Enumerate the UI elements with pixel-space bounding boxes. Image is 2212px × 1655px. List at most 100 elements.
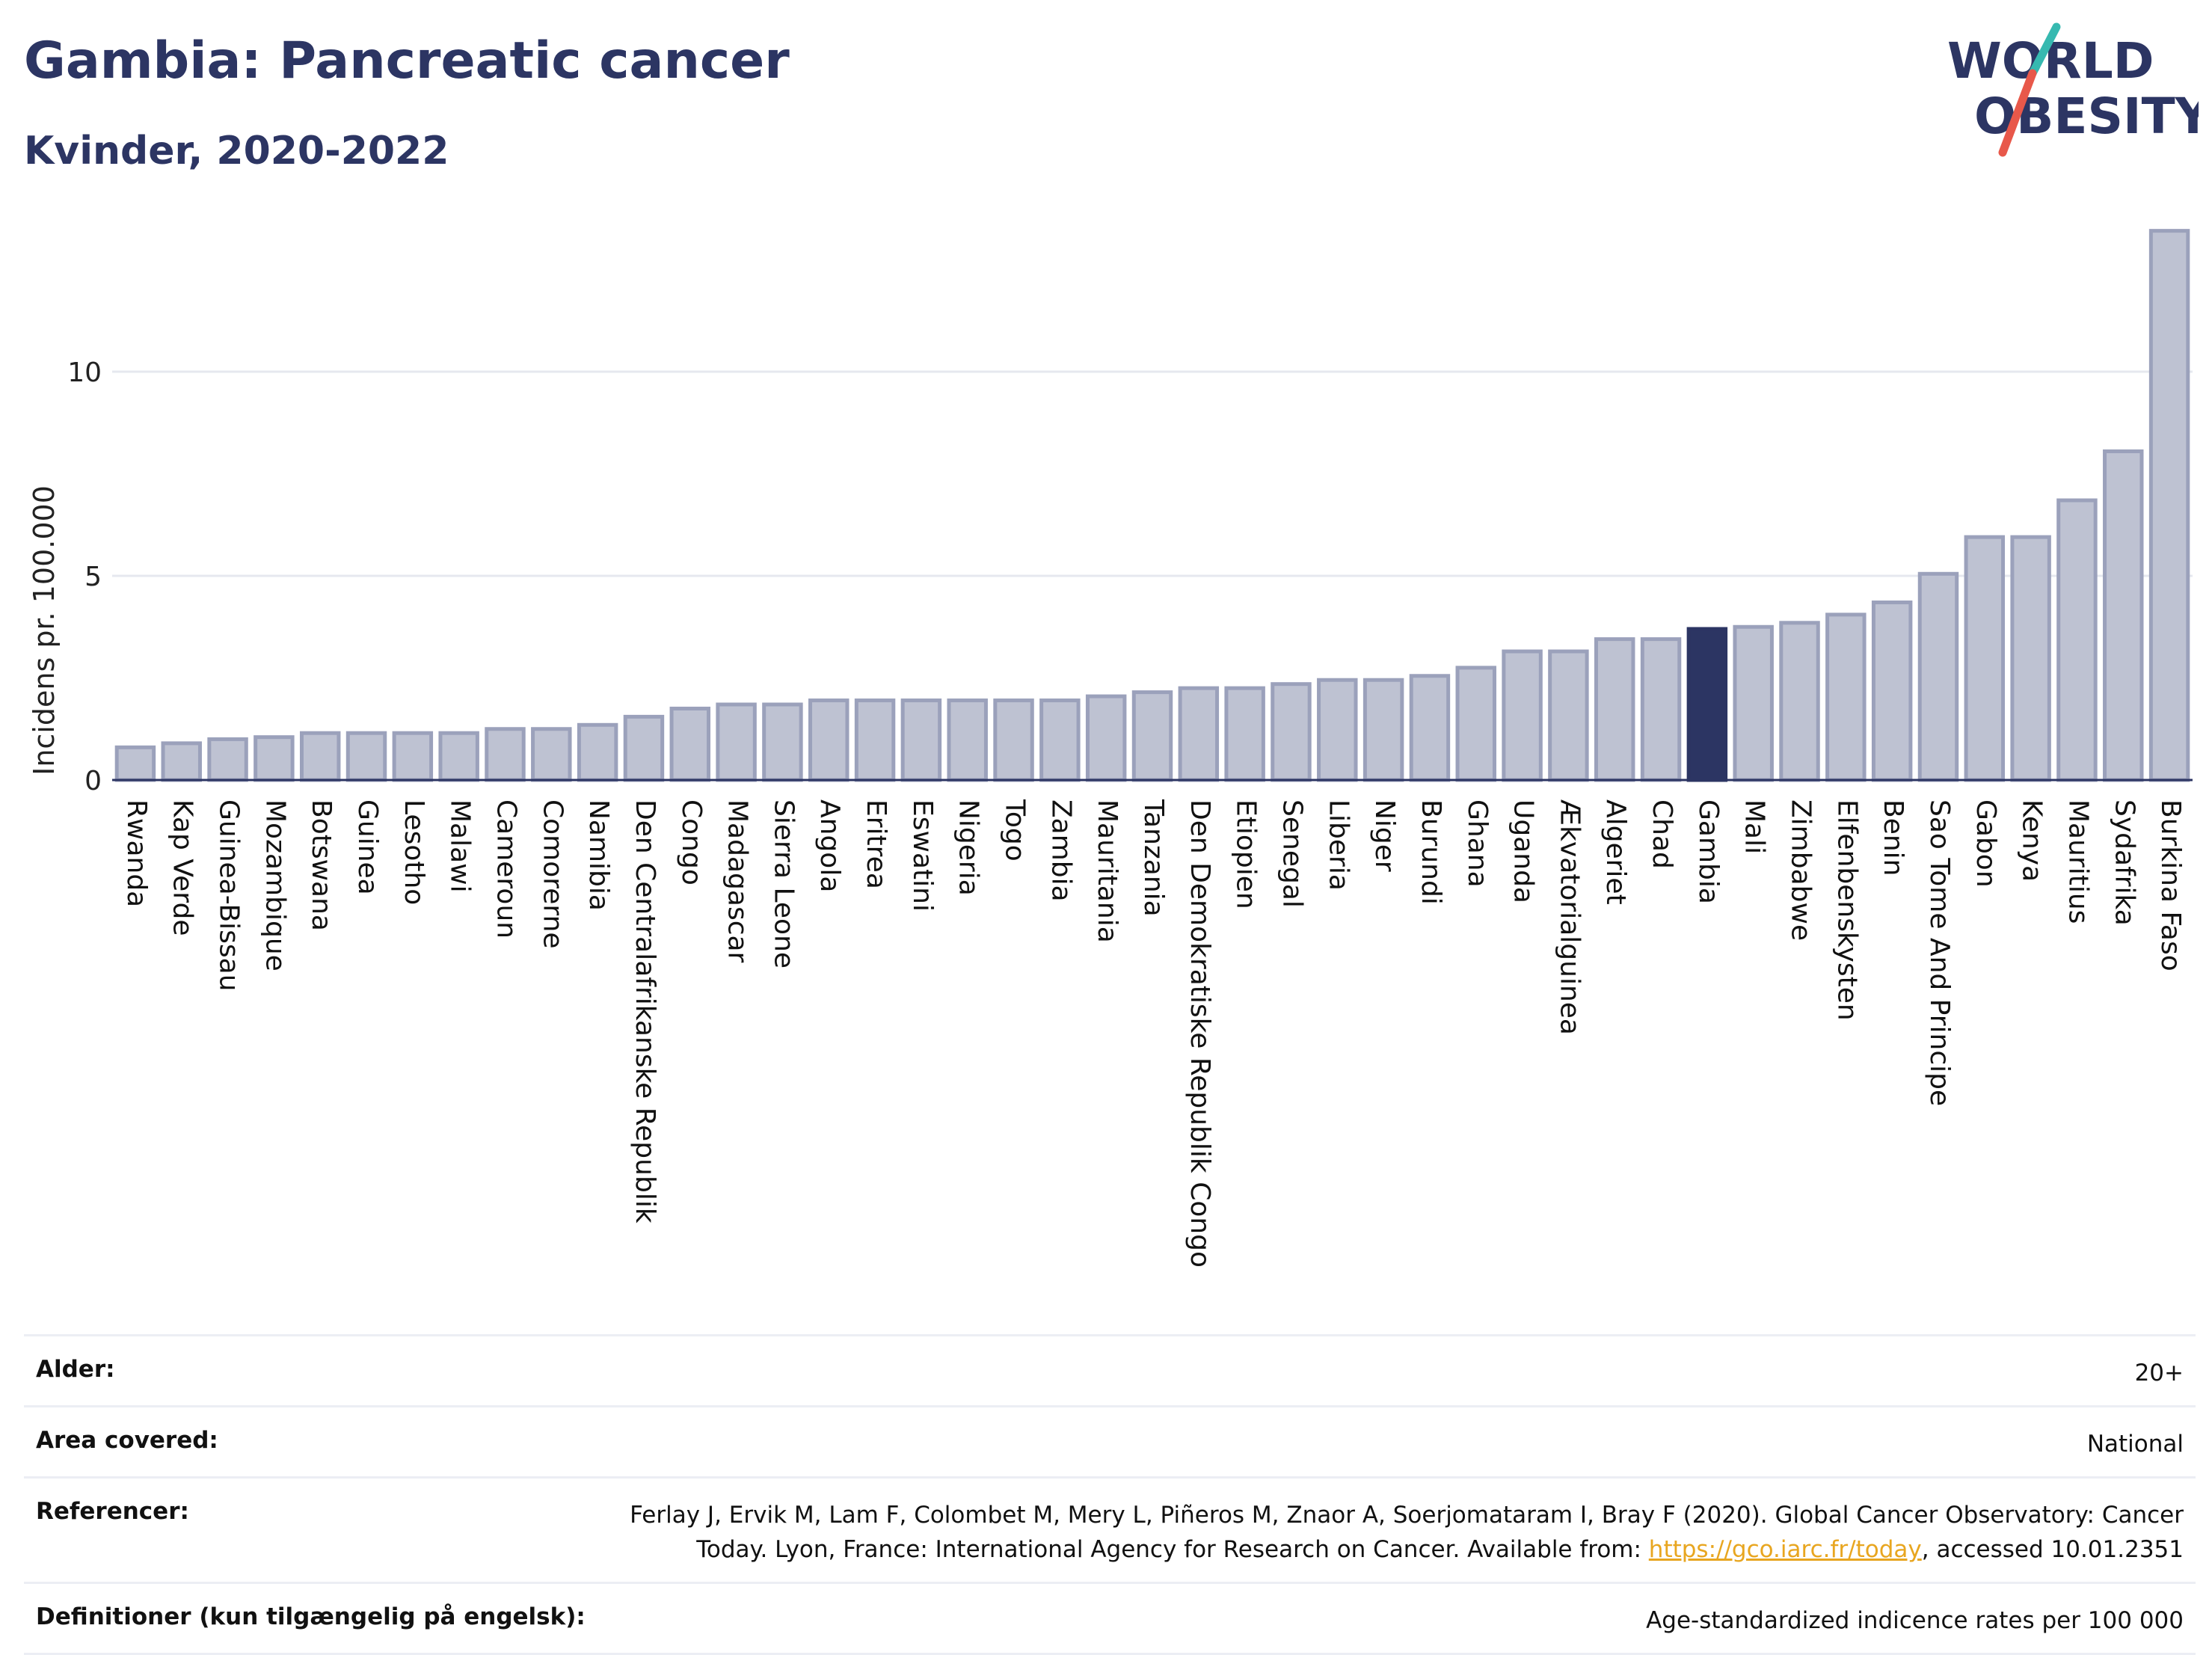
y-tick-label: 5 (85, 562, 102, 592)
x-tick-label: Benin (1878, 799, 1908, 876)
bar-highlighted (1686, 627, 1728, 782)
x-tick-label: Sydafrika (2109, 799, 2139, 926)
bar-chart: 0 5 10 Incidens pr. 100.000 Rwanda Kap Verde G… (28, 229, 2193, 1268)
bar (1039, 698, 1081, 782)
bar (947, 698, 988, 782)
bar (1871, 600, 1913, 782)
meta-def-value: Age-standardized indicence rates per 100… (1646, 1607, 2184, 1634)
bar (161, 741, 202, 782)
bar (438, 731, 479, 782)
x-tick-label: Elfenbenskysten (1831, 799, 1862, 1021)
x-tick-label: Namibia (583, 799, 614, 911)
x-tick-label: Liberia (1323, 799, 1354, 891)
x-tick-label: Rwanda (121, 799, 152, 907)
bar (762, 702, 803, 782)
x-tick-label: Burundi (1416, 799, 1446, 905)
metadata-table: Alder: 20+ Area covered: National Refere… (24, 1334, 2196, 1655)
reference-link[interactable]: https://gco.iarc.fr/today (1648, 1536, 1922, 1563)
bar (114, 745, 156, 782)
x-tick-label: Algeriet (1600, 799, 1631, 905)
bar (716, 702, 757, 782)
meta-age-label: Alder: (36, 1356, 115, 1383)
x-tick-label: Senegal (1276, 799, 1307, 908)
x-tick-label: Den Demokratiske Republik Congo (1185, 799, 1215, 1268)
bar (1825, 612, 1867, 782)
x-tick-label: Gambia (1693, 799, 1724, 904)
bar (1085, 694, 1127, 782)
x-tick-label: Zambia (1045, 799, 1076, 902)
bar (207, 737, 248, 782)
bar (623, 714, 665, 782)
chart-title: Gambia: Pancreatic cancer (24, 31, 790, 90)
meta-ref-value: Ferlay J, Ervik M, Lam F, Colombet M, Me… (576, 1498, 2184, 1567)
bar (1594, 637, 1635, 782)
bar (392, 731, 434, 782)
bar (900, 698, 942, 782)
meta-def-label: Definitioner (kun tilgængelig på engelsk… (36, 1603, 586, 1630)
meta-area-value: National (2086, 1431, 2184, 1458)
x-tick-label: Sierra Leone (768, 799, 799, 968)
bar (1548, 649, 1589, 782)
bar (1502, 649, 1543, 782)
bar (1409, 674, 1451, 782)
bar (1455, 666, 1496, 782)
bar (1640, 637, 1682, 782)
y-axis-title: Incidens pr. 100.000 (28, 485, 61, 776)
x-tick-label: Den Centralafrikanske Republik (630, 799, 660, 1223)
x-tick-label: Mauritius (2062, 799, 2093, 924)
x-tick-label: Mali (1739, 799, 1770, 854)
x-tick-label: Comorerne (537, 799, 568, 949)
x-tick-label: Congo (676, 799, 707, 885)
bar (1964, 535, 2006, 782)
x-tick-label: Uganda (1508, 799, 1539, 903)
x-tick-label: Guinea-Bissau (214, 799, 245, 992)
logo-slash-red (1998, 69, 2037, 157)
x-tick-label: Eswatini (907, 799, 938, 912)
bar (1362, 678, 1404, 782)
bar (1917, 571, 1959, 782)
chart-subtitle: Kvinder, 2020-2022 (24, 129, 449, 174)
x-tick-label: Ghana (1462, 799, 1493, 888)
bar (531, 727, 572, 782)
bar (2056, 498, 2098, 782)
meta-row-age: Alder: 20+ (24, 1334, 2196, 1405)
meta-row-area: Area covered: National (24, 1405, 2196, 1476)
x-tick-label: Malawi (445, 799, 476, 893)
bar (1224, 686, 1265, 782)
x-tick-label: Tanzania (1138, 799, 1169, 917)
bar (577, 722, 618, 782)
meta-ref-text: Ferlay J, Ervik M, Lam F, Colombet M, Me… (630, 1502, 2184, 1563)
bar (1131, 690, 1173, 782)
x-tick-label: Botswana (306, 799, 337, 931)
world-obesity-logo: WORLD OBESITY (1947, 22, 2199, 157)
bar (1779, 621, 1820, 782)
x-tick-label: Eritrea (861, 799, 891, 889)
x-tick-label: Kap Verde (168, 799, 198, 936)
bar (1271, 682, 1312, 782)
x-tick-label: Etiopien (1231, 799, 1262, 909)
x-tick-label: Chad (1647, 799, 1677, 869)
bar (993, 698, 1034, 782)
bar (485, 727, 526, 782)
x-tick-label: Lesotho (399, 799, 429, 905)
bar (2103, 449, 2144, 782)
bar (345, 731, 387, 782)
bar (254, 735, 295, 782)
meta-row-references: Referencer: Ferlay J, Ervik M, Lam F, Co… (24, 1476, 2196, 1582)
bar (2148, 229, 2190, 782)
bar (854, 698, 896, 782)
meta-age-value: 20+ (2134, 1360, 2184, 1387)
x-tick-label: Mauritania (1092, 799, 1122, 943)
x-tick-label: Guinea (352, 799, 383, 895)
logo-slash-teal (2028, 22, 2061, 78)
meta-ref-label: Referencer: (36, 1498, 189, 1525)
bar (1178, 686, 1220, 782)
x-tick-label: Cameroun (491, 799, 521, 939)
bar (1733, 624, 1774, 782)
bar (808, 698, 850, 782)
x-tick-label: Burkina Faso (2155, 799, 2186, 971)
x-tick-label: Gabon (1970, 799, 2001, 888)
meta-area-label: Area covered: (36, 1427, 218, 1454)
bar (299, 731, 341, 782)
x-tick-label: Niger (1369, 799, 1400, 872)
